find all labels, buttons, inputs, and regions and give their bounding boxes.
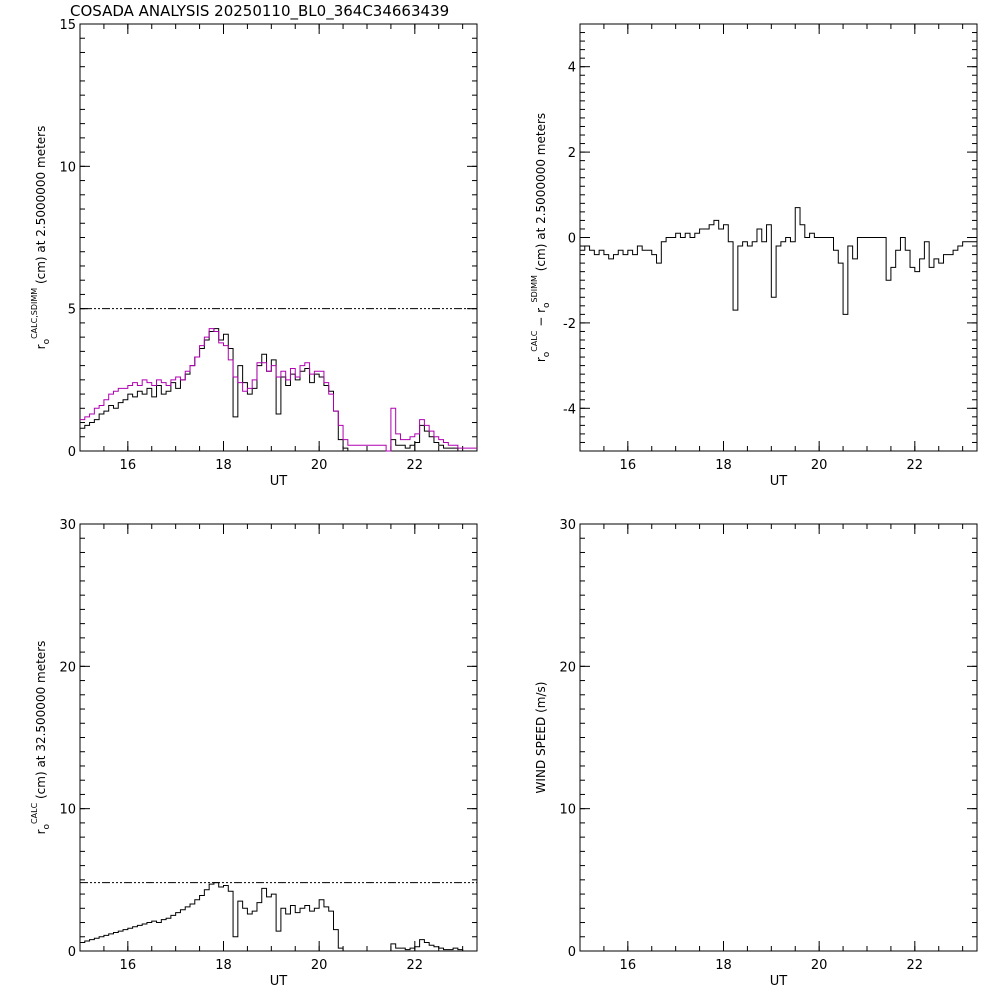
series-line-1 bbox=[80, 882, 477, 952]
y-tick-label: 10 bbox=[559, 803, 576, 818]
x-tick-label: 18 bbox=[215, 958, 232, 973]
y-axis-label: roCALC,SDIMM (cm) at 2.5000000 meters bbox=[30, 126, 52, 350]
chart-panel-1: 16 18 20 22 0 5 10 15 UT roCALC,SDIMM (cm) at 2.5… bbox=[30, 18, 478, 489]
y-tick-label: 30 bbox=[59, 518, 76, 533]
x-tick-label: 16 bbox=[620, 958, 637, 973]
x-tick-label: 18 bbox=[715, 458, 732, 473]
x-tick-label: 20 bbox=[311, 458, 328, 473]
y-label-subscript: o bbox=[42, 823, 52, 829]
y-tick-label: -2 bbox=[563, 317, 576, 332]
chart-panel-3: 16 18 20 22 0 10 20 30 UT roCALC (cm) at 32.50000… bbox=[30, 518, 478, 989]
y-label-subscript: o bbox=[542, 351, 552, 357]
y-tick-label: 0 bbox=[568, 945, 576, 960]
x-tick-label: 22 bbox=[907, 958, 924, 973]
y-tick-label: -4 bbox=[563, 402, 576, 417]
y-label-base: r bbox=[534, 357, 548, 362]
x-axis-label: UT bbox=[770, 474, 788, 489]
figure-title: COSADA ANALYSIS 20250110_BL0_364C3466343… bbox=[70, 2, 450, 20]
x-tick-label: 18 bbox=[715, 958, 732, 973]
plot-frame bbox=[579, 523, 978, 952]
series-line-2 bbox=[80, 328, 477, 452]
y-tick-label: 10 bbox=[59, 160, 76, 175]
y-label-middle: − r bbox=[534, 308, 548, 331]
plot-frame bbox=[79, 523, 478, 952]
y-axis-label: roCALC (cm) at 32.500000 meters bbox=[30, 641, 52, 835]
x-tick-label: 22 bbox=[407, 458, 424, 473]
y-tick-label: 30 bbox=[559, 518, 576, 533]
y-tick-label: 15 bbox=[59, 18, 76, 33]
y-tick-label: 10 bbox=[59, 803, 76, 818]
x-tick-label: 18 bbox=[215, 458, 232, 473]
x-tick-label: 20 bbox=[811, 458, 828, 473]
y-axis-label: WIND SPEED (m/s) bbox=[534, 682, 548, 794]
y-tick-label: 20 bbox=[559, 660, 576, 675]
y-label-rest: (cm) at 2.5000000 meters bbox=[34, 126, 48, 288]
y-label-rest: WIND SPEED (m/s) bbox=[534, 682, 548, 794]
y-tick-label: 2 bbox=[568, 146, 576, 161]
y-label-subscript: o bbox=[42, 338, 52, 344]
series-line-1 bbox=[580, 207, 977, 315]
y-label-superscript: SDIMM bbox=[530, 275, 539, 303]
y-tick-label: 0 bbox=[568, 232, 576, 247]
y-tick-label: 5 bbox=[68, 303, 76, 318]
y-tick-label: 0 bbox=[68, 945, 76, 960]
y-axis-label: roCALC − roSDIMM (cm) at 2.5000000 meter… bbox=[530, 113, 552, 362]
x-tick-label: 20 bbox=[311, 958, 328, 973]
x-tick-label: 22 bbox=[907, 458, 924, 473]
x-axis-label: UT bbox=[270, 974, 288, 989]
y-label-superscript: CALC bbox=[30, 802, 39, 824]
y-label-rest: (cm) at 32.500000 meters bbox=[34, 641, 48, 803]
plot-frame bbox=[579, 23, 978, 452]
plot-frame bbox=[79, 23, 478, 452]
y-label-subscript: o bbox=[542, 302, 552, 308]
y-label-superscript: CALC,SDIMM bbox=[30, 288, 39, 339]
x-tick-label: 16 bbox=[620, 458, 637, 473]
x-axis-label: UT bbox=[270, 474, 288, 489]
x-axis-label: UT bbox=[770, 974, 788, 989]
chart-panel-4: 16 18 20 22 0 10 20 30 UT WIND SPEED (m/s) bbox=[534, 518, 978, 989]
y-label-rest: (cm) at 2.5000000 meters bbox=[534, 113, 548, 275]
y-tick-label: 0 bbox=[68, 445, 76, 460]
y-tick-label: 4 bbox=[568, 61, 576, 76]
y-label-superscript: CALC bbox=[530, 330, 539, 352]
y-label-base: r bbox=[34, 829, 48, 834]
x-tick-label: 20 bbox=[811, 958, 828, 973]
series-line-1 bbox=[80, 328, 477, 452]
y-tick-label: 20 bbox=[59, 660, 76, 675]
y-label-base: r bbox=[34, 344, 48, 349]
x-tick-label: 16 bbox=[120, 958, 137, 973]
x-tick-label: 22 bbox=[407, 958, 424, 973]
x-tick-label: 16 bbox=[120, 458, 137, 473]
